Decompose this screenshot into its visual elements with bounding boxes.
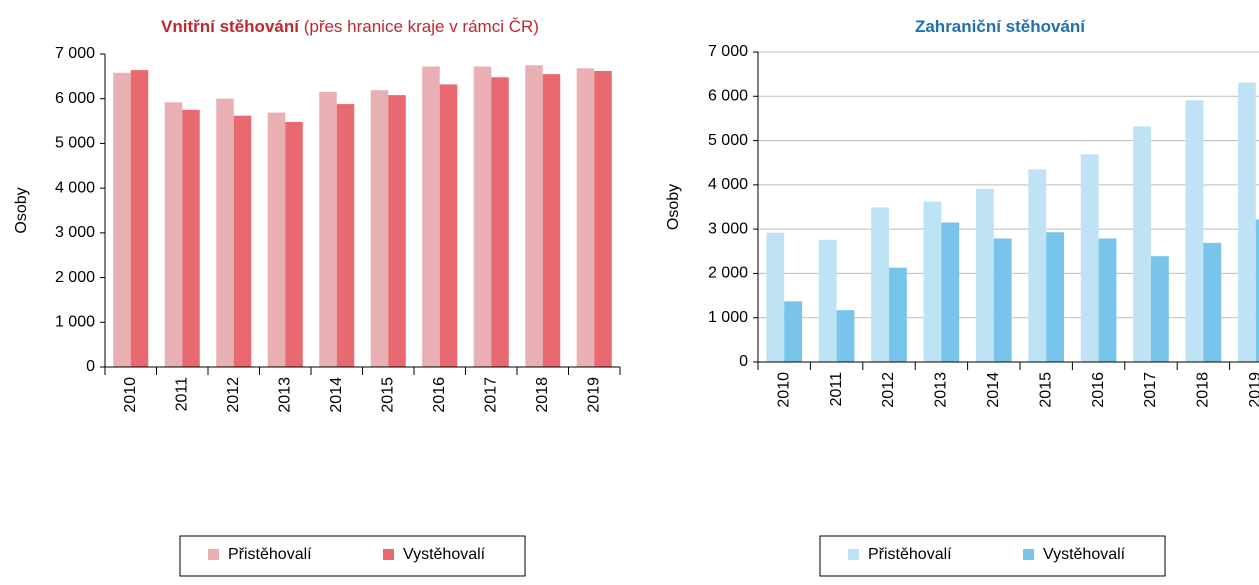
bar <box>216 98 234 367</box>
bar <box>525 65 543 367</box>
x-tick-label: 2019 <box>1247 372 1259 408</box>
bar <box>164 102 183 367</box>
bar <box>1185 100 1204 363</box>
bar <box>130 70 149 368</box>
title-main: Zahraniční stěhování <box>915 17 1086 36</box>
bar <box>182 109 200 368</box>
y-tick-label: 5 000 <box>55 135 95 152</box>
y-tick-label: 7 000 <box>708 43 748 60</box>
title-sub: (přes hranice kraje v rámci ČR) <box>304 17 539 36</box>
legend-swatch <box>1023 549 1034 560</box>
x-tick-label: 2018 <box>534 377 551 413</box>
bar <box>818 239 837 362</box>
legend-label: Přistěhovalí <box>868 546 952 563</box>
legend-swatch <box>208 549 219 560</box>
bar <box>370 90 389 368</box>
bar <box>439 84 458 368</box>
bar <box>1133 126 1151 363</box>
bar <box>766 232 785 362</box>
bar <box>889 267 907 362</box>
y-tick-label: 0 <box>86 358 95 375</box>
bar <box>1237 82 1256 363</box>
y-tick-label: 0 <box>739 353 748 370</box>
y-tick-label: 2 000 <box>55 269 95 286</box>
legend-swatch <box>383 549 394 560</box>
y-tick-label: 3 000 <box>55 224 95 241</box>
bar <box>473 66 492 368</box>
bar <box>1203 242 1222 362</box>
y-tick-label: 6 000 <box>55 90 95 107</box>
x-tick-label: 2011 <box>173 377 190 412</box>
chart-title: Vnitřní stěhování (přes hranice kraje v … <box>161 17 539 36</box>
y-tick-label: 4 000 <box>708 176 748 193</box>
y-tick-label: 5 000 <box>708 132 748 149</box>
x-tick-label: 2016 <box>1090 372 1107 408</box>
x-tick-label: 2013 <box>276 377 293 413</box>
bar <box>1046 232 1065 362</box>
y-axis-label: Osoby <box>13 187 30 233</box>
y-tick-label: 6 000 <box>708 88 748 105</box>
x-tick-label: 2017 <box>1142 372 1159 408</box>
bar <box>871 207 889 362</box>
bar <box>336 104 355 367</box>
bar <box>113 72 131 367</box>
bar <box>836 310 855 362</box>
bar <box>542 74 561 367</box>
x-tick-label: 2017 <box>482 377 499 413</box>
x-tick-label: 2016 <box>431 377 448 413</box>
x-tick-label: 2010 <box>122 377 139 413</box>
y-axis-label: Osoby <box>665 184 682 230</box>
bar <box>784 301 803 362</box>
bar <box>594 70 612 368</box>
bar <box>941 222 960 362</box>
bar <box>319 92 337 367</box>
bar <box>1080 154 1099 362</box>
y-tick-label: 3 000 <box>708 220 748 237</box>
x-tick-label: 2018 <box>1195 372 1212 408</box>
legend-label: Přistěhovalí <box>228 546 312 563</box>
legend-swatch <box>848 549 859 560</box>
x-tick-label: 2014 <box>985 372 1002 408</box>
y-tick-label: 7 000 <box>55 45 95 62</box>
bar <box>422 66 440 368</box>
bar <box>1098 238 1117 362</box>
bar <box>233 115 252 367</box>
x-tick-label: 2013 <box>933 372 950 408</box>
legend-box <box>819 535 1166 577</box>
legend-box <box>179 535 526 577</box>
x-tick-label: 2012 <box>880 372 897 408</box>
chart-title: Zahraniční stěhování <box>915 17 1086 36</box>
bar <box>491 77 509 367</box>
y-tick-label: 1 000 <box>55 314 95 331</box>
x-tick-label: 2010 <box>775 372 792 408</box>
bar <box>388 95 406 367</box>
bar <box>267 112 286 367</box>
x-tick-label: 2019 <box>585 377 602 413</box>
bar <box>975 188 994 362</box>
x-tick-label: 2012 <box>225 377 242 413</box>
bar <box>993 238 1012 362</box>
bar <box>285 121 303 367</box>
legend-label: Vystěhovalí <box>403 546 486 563</box>
bar <box>1028 169 1047 362</box>
bar <box>576 68 595 368</box>
bar <box>923 201 942 362</box>
x-tick-label: 2015 <box>1037 372 1054 408</box>
title-main: Vnitřní stěhování <box>161 17 300 36</box>
y-tick-label: 2 000 <box>708 265 748 282</box>
x-tick-label: 2015 <box>379 377 396 413</box>
bar <box>1151 256 1169 362</box>
x-tick-label: 2011 <box>828 372 845 407</box>
y-tick-label: 4 000 <box>55 179 95 196</box>
legend-label: Vystěhovalí <box>1043 546 1126 563</box>
x-tick-label: 2014 <box>328 377 345 413</box>
bar <box>1255 219 1259 362</box>
y-tick-label: 1 000 <box>708 309 748 326</box>
